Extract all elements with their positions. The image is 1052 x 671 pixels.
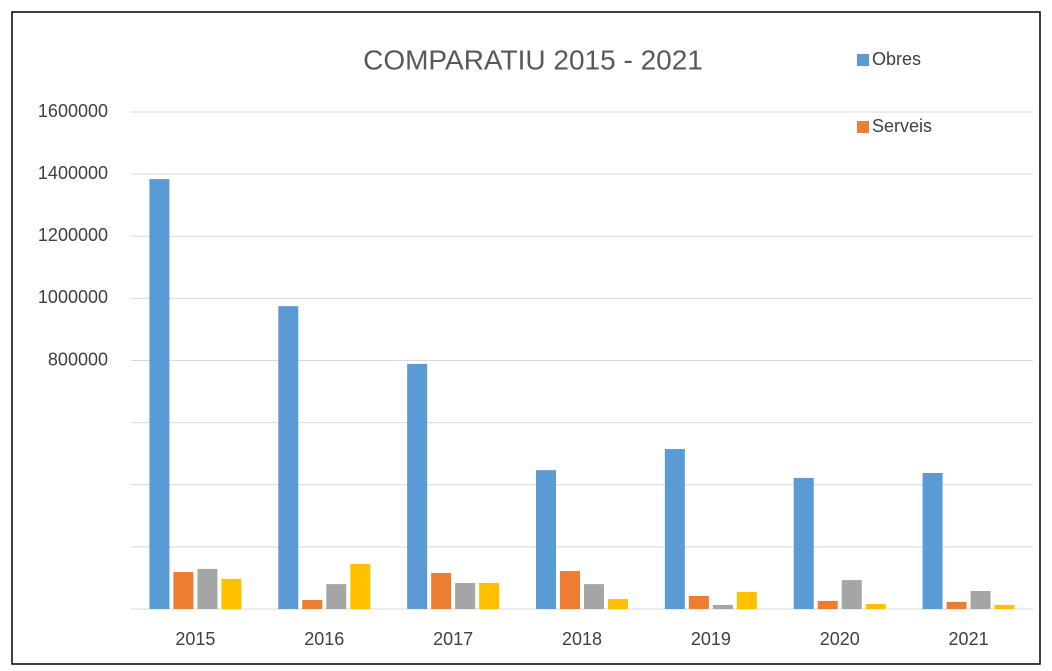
bar [536,470,556,609]
bar [608,599,628,609]
chart-frame [11,11,1041,665]
bar [302,599,323,609]
bar [479,582,500,609]
x-tick-label: 2017 [433,629,473,649]
chart-title: COMPARATIU 2015 - 2021 [363,44,703,75]
x-tick-label: 2016 [304,629,344,649]
bar [197,568,218,609]
bar [946,601,967,609]
y-tick-label: 1200000 [38,225,108,245]
bar [431,572,452,609]
x-tick-label: 2021 [949,629,989,649]
bar [326,584,347,609]
y-tick-label: 1000000 [38,287,108,307]
bar [664,449,685,609]
bar [173,572,194,609]
bar [584,584,604,609]
legend-label: Serveis [872,116,932,136]
bar [970,590,991,609]
bar [688,595,709,609]
x-tick-label: 2020 [820,629,860,649]
bar [221,578,242,609]
bar [817,600,838,609]
bar [994,604,1015,609]
x-tick-label: 2015 [175,629,215,649]
y-tick-label: 1600000 [38,101,108,121]
x-tick-label: 2019 [691,629,731,649]
bar [793,477,814,609]
bar [350,563,371,609]
y-tick-label: 1400000 [38,163,108,183]
bar [736,591,757,609]
bar [407,363,428,609]
x-tick-label: 2018 [562,629,602,649]
legend-swatch [857,54,869,66]
bar [149,179,170,609]
bar [841,580,862,609]
legend-label: Obres [872,49,921,69]
bar [278,306,299,609]
bar [922,472,943,609]
bar [865,604,886,609]
bar [455,582,476,609]
y-tick-label: 800000 [48,349,108,369]
bar [560,571,580,609]
bar [712,604,733,609]
legend-swatch [857,121,869,133]
